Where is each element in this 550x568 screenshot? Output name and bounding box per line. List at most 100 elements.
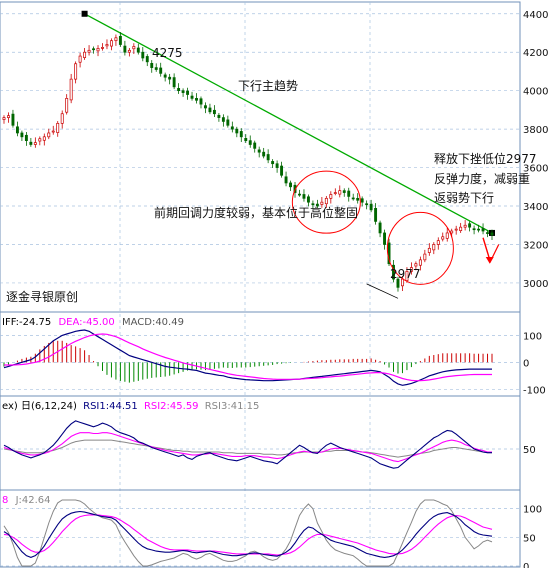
trendline-start-handle xyxy=(81,10,88,17)
macd-header-dif: IFF:-24.75 xyxy=(2,317,51,328)
trough-pointer xyxy=(366,283,399,299)
candle-body xyxy=(262,151,266,157)
candle-body xyxy=(78,55,82,63)
candle-body xyxy=(226,119,230,126)
candle-body xyxy=(248,140,252,145)
macd-tick-label: -100 xyxy=(523,385,546,396)
candle-body xyxy=(454,228,458,231)
candle-body xyxy=(2,117,6,120)
candle-body xyxy=(38,138,42,142)
candle-body xyxy=(306,196,310,203)
candle-body xyxy=(463,224,467,228)
candle-body xyxy=(60,113,64,124)
candle-body xyxy=(127,49,131,53)
macd-header: IFF:-24.75 DEA:-45.00 MACD:40.49 xyxy=(2,317,184,328)
candle-body xyxy=(365,203,369,206)
kdj-panel-frame xyxy=(0,489,521,568)
candle-body xyxy=(163,74,167,78)
candle-body xyxy=(374,207,378,222)
candle-body xyxy=(481,228,485,232)
consolidation-label: 前期回调力度较弱，基本位于高位整固 xyxy=(154,205,358,220)
kdj-tick-label: 0 xyxy=(523,562,529,568)
candle-body xyxy=(315,203,319,207)
candle-body xyxy=(239,131,243,138)
kdj-tick-label: 100 xyxy=(523,505,542,516)
candle-body xyxy=(195,98,198,101)
candle-body xyxy=(468,223,472,228)
highlight-circle xyxy=(386,211,454,285)
candle-body xyxy=(445,232,449,239)
candle-body xyxy=(101,47,104,49)
candle-body xyxy=(423,253,427,261)
candle-body xyxy=(29,141,33,145)
price-tick-label: 3600 xyxy=(523,164,548,175)
candle-body xyxy=(266,154,270,161)
candle-body xyxy=(253,142,257,149)
candle-body xyxy=(490,232,494,236)
candle-body xyxy=(311,203,315,206)
candles xyxy=(2,32,494,292)
candle-body xyxy=(383,232,387,245)
candle-body xyxy=(199,98,203,105)
candle-body xyxy=(244,138,248,142)
rsi-series xyxy=(3,420,492,469)
breakout-line-3: 返弱势下行 xyxy=(434,191,494,205)
candle-body xyxy=(56,123,60,133)
candle-body xyxy=(96,48,100,52)
candle-body xyxy=(141,51,145,59)
rsi-header: ex) 日(6,12,24) RSI1:44.51 RSI2:45.59 RSI… xyxy=(2,401,259,412)
candle-body xyxy=(109,40,113,47)
candle-body xyxy=(168,76,172,80)
price-gridlines xyxy=(0,2,520,567)
candle-body xyxy=(275,163,279,168)
candle-body xyxy=(42,136,46,141)
candle-body xyxy=(405,271,409,281)
candle-body xyxy=(172,77,176,88)
rsi1-line xyxy=(3,420,492,469)
price-tick-label: 4000 xyxy=(523,87,548,98)
candle-body xyxy=(33,142,37,145)
macd-header-dea: DEA:-45.00 xyxy=(58,317,114,328)
price-tick-label: 3400 xyxy=(523,202,548,213)
candle-body xyxy=(356,197,360,201)
price-y-axis: 4400 4200 4000 3800 3600 3400 3200 3000 xyxy=(523,10,548,290)
candle-body xyxy=(432,244,436,251)
rsi-header-rsi1: RSI1:44.51 xyxy=(83,401,138,412)
candle-body xyxy=(320,201,324,205)
candle-body xyxy=(360,198,364,203)
macd-tick-label: 0 xyxy=(523,358,529,369)
price-tick-label: 4400 xyxy=(523,10,548,21)
kdj-k-line xyxy=(3,510,493,558)
candle-body xyxy=(136,47,140,53)
macd-y-axis: 100 0 -100 xyxy=(0,331,546,396)
candle-body xyxy=(302,194,306,199)
candle-body xyxy=(208,107,212,113)
candle-body xyxy=(450,230,454,234)
candle-body xyxy=(351,197,355,200)
macd-dea-line xyxy=(4,333,492,382)
candle-body xyxy=(369,203,373,211)
highlight-circle xyxy=(291,170,361,234)
candle-body xyxy=(280,165,284,176)
candle-body xyxy=(329,194,333,199)
candle-body xyxy=(396,278,400,288)
candle-body xyxy=(123,45,127,53)
candle-body xyxy=(132,46,136,50)
price-tick-label: 3200 xyxy=(523,240,548,251)
breakout-line-1: 释放下挫低位2977 xyxy=(434,151,537,166)
peak-label: 4275 xyxy=(152,46,183,60)
trend-label: 下行主趋势 xyxy=(238,79,298,93)
rsi-header-rsi3: RSI3:41.15 xyxy=(205,401,260,412)
candle-body xyxy=(217,114,221,118)
candle-body xyxy=(271,161,275,165)
candle-body xyxy=(342,190,346,193)
down-arrow xyxy=(482,237,491,261)
macd-tick-label: 100 xyxy=(523,331,542,342)
candle-body xyxy=(257,149,261,153)
candle-body xyxy=(427,247,431,253)
candle-body xyxy=(347,190,351,197)
trendline-line xyxy=(84,13,493,234)
